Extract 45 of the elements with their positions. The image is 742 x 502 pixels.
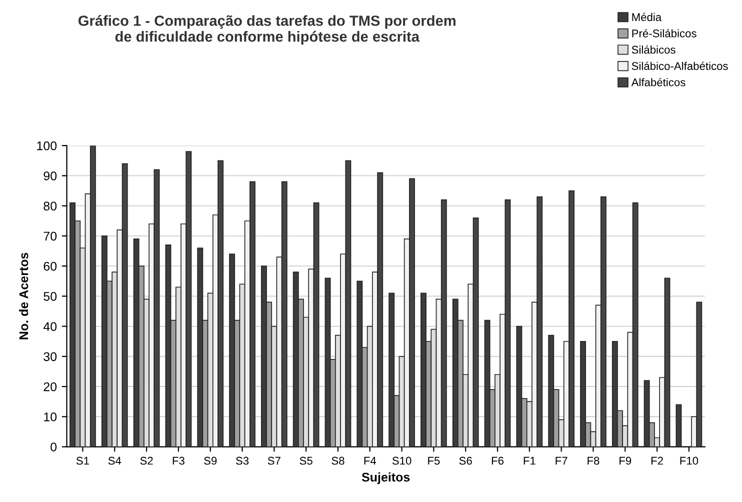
y-tick-label: 70 bbox=[44, 232, 57, 241]
bar bbox=[388, 292, 395, 447]
x-tick-label: F4 bbox=[364, 456, 376, 465]
bar bbox=[484, 320, 490, 447]
x-tick-label: S5 bbox=[300, 456, 312, 465]
x-tick-label: F8 bbox=[588, 456, 600, 465]
x-tick-label: S9 bbox=[204, 456, 217, 465]
y-tick-label: 20 bbox=[44, 382, 57, 392]
x-tick-label: S3 bbox=[236, 456, 249, 465]
y-tick-label: 10 bbox=[44, 412, 57, 422]
legend-label: Média bbox=[632, 12, 662, 22]
bar bbox=[197, 248, 204, 447]
x-tick-label: F7 bbox=[556, 456, 568, 465]
y-tick-label: 80 bbox=[44, 202, 57, 210]
bar bbox=[356, 280, 363, 447]
x-tick-label: S1 bbox=[76, 456, 89, 465]
y-tick-label: 90 bbox=[44, 172, 57, 180]
bar bbox=[229, 254, 236, 447]
y-tick-label: 100 bbox=[37, 141, 57, 150]
x-axis-title: Sujeitos bbox=[362, 472, 410, 484]
x-tick-label: F10 bbox=[680, 456, 698, 465]
x-tick-label: S4 bbox=[108, 456, 122, 465]
x-tick-label: S6 bbox=[459, 456, 472, 465]
legend-label: Silábicos bbox=[632, 45, 676, 54]
bar bbox=[676, 404, 682, 447]
y-tick-label: 0 bbox=[50, 442, 57, 452]
x-tick-label: S2 bbox=[140, 456, 153, 465]
x-tick-label: F9 bbox=[620, 456, 632, 465]
y-tick-label: 40 bbox=[43, 322, 57, 331]
legend-label: Alfabéticos bbox=[631, 78, 686, 86]
y-tick-label: 30 bbox=[44, 352, 57, 362]
x-tick-label: S10 bbox=[392, 456, 412, 465]
y-axis-title: No. de Acertos bbox=[18, 252, 28, 340]
y-tick-label: 50 bbox=[44, 292, 57, 301]
x-tick-label: F3 bbox=[172, 456, 184, 465]
legend-label: Silábico-Alfabéticos bbox=[632, 62, 728, 70]
x-tick-label: F5 bbox=[428, 456, 440, 465]
x-tick-label: S8 bbox=[332, 456, 344, 465]
y-tick-label: 60 bbox=[44, 262, 57, 271]
legend-label: Pré-Silábicos bbox=[632, 29, 696, 38]
x-tick-label: F6 bbox=[492, 456, 504, 465]
x-tick-label: F1 bbox=[524, 456, 536, 465]
chart-title: Gráfico 1 - Comparação das tarefas do TMS por ordem de dificuldade conforme hipótese de escrita bbox=[78, 15, 456, 45]
x-tick-label: S7 bbox=[268, 456, 280, 465]
x-tick-label: F2 bbox=[651, 456, 663, 465]
